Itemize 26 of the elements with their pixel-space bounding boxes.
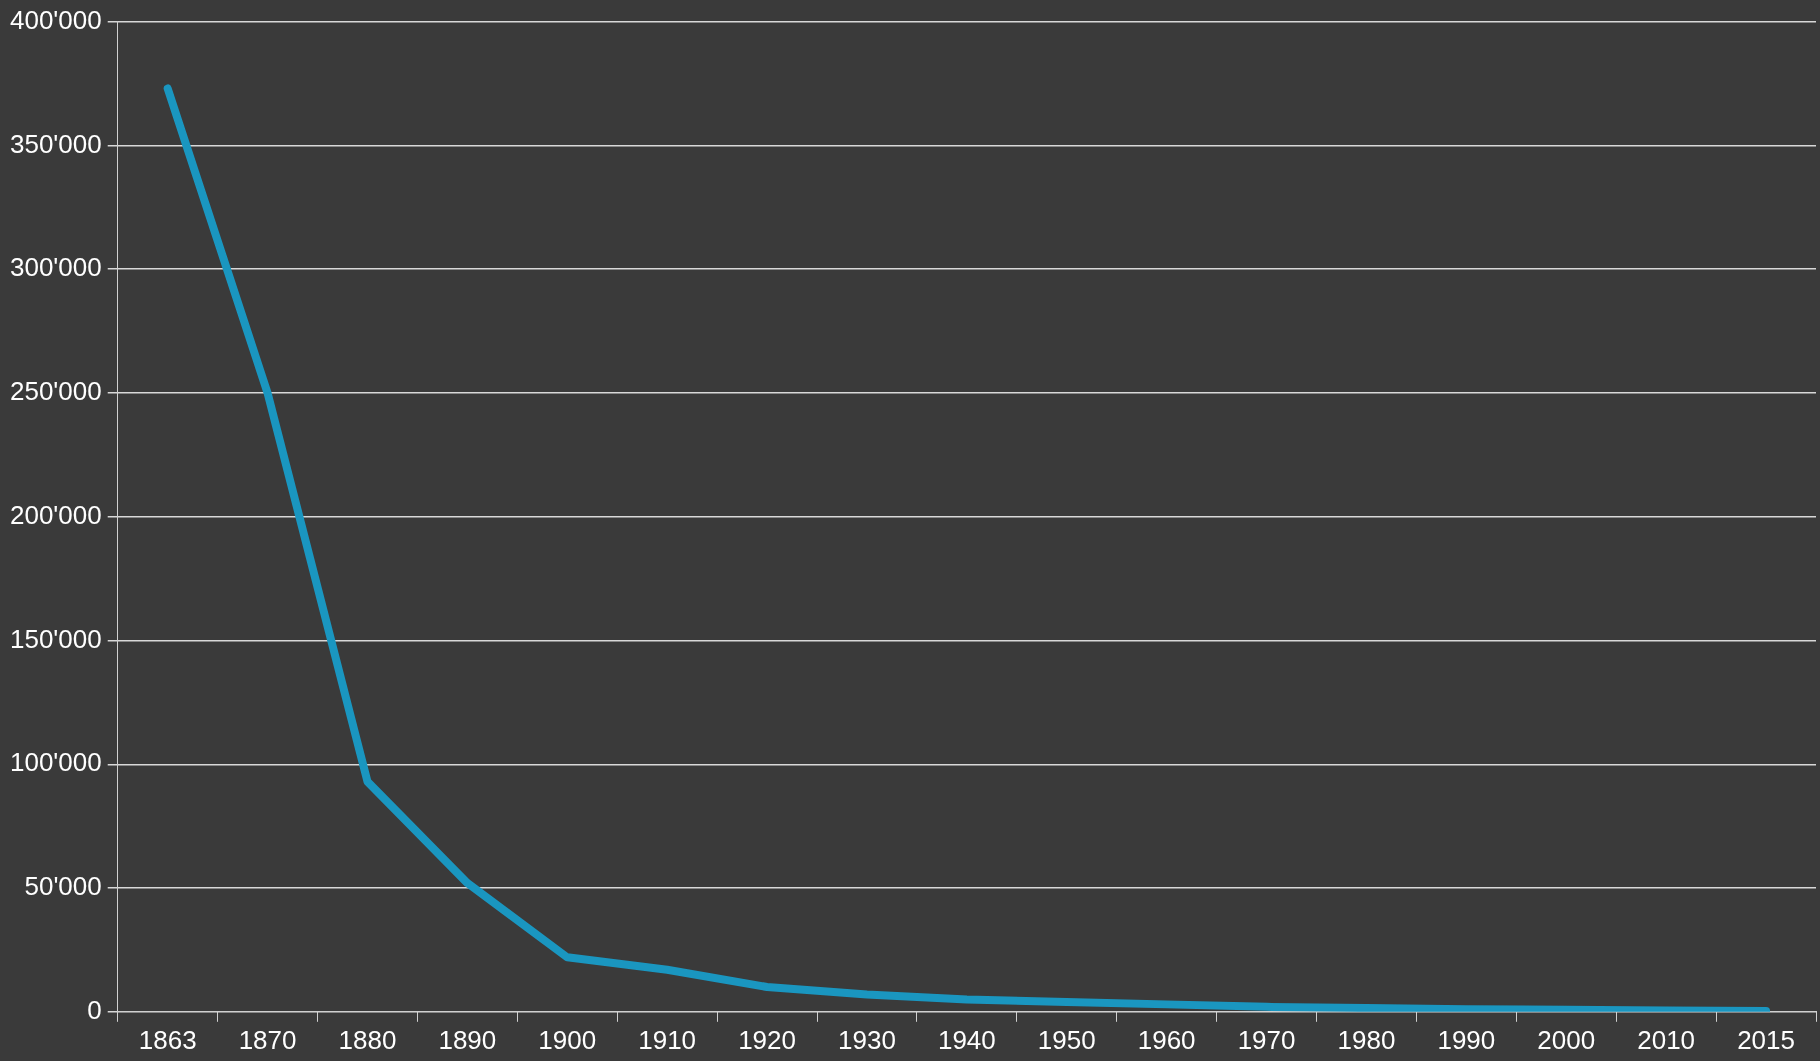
- x-tick-label: 2000: [1537, 1024, 1596, 1055]
- x-tick-label: 1890: [438, 1024, 497, 1055]
- x-tick-label: 1960: [1137, 1024, 1196, 1055]
- y-tick-label: 100'000: [9, 747, 102, 778]
- x-tick-label: 1910: [638, 1024, 697, 1055]
- x-tick-label: 1940: [937, 1024, 996, 1055]
- y-tick-label: 150'000: [9, 623, 102, 654]
- y-tick-label: 200'000: [9, 499, 102, 530]
- x-tick-label: 1970: [1237, 1024, 1296, 1055]
- x-tick-label: 1880: [338, 1024, 397, 1055]
- x-tick-label: 1900: [538, 1024, 597, 1055]
- y-tick-label: 50'000: [24, 871, 102, 902]
- y-tick-label: 300'000: [9, 252, 102, 283]
- y-tick-label: 0: [87, 994, 102, 1025]
- x-tick-label: 1863: [138, 1024, 197, 1055]
- x-tick-label: 2010: [1637, 1024, 1696, 1055]
- x-tick-label: 1980: [1337, 1024, 1396, 1055]
- x-tick-label: 1990: [1437, 1024, 1496, 1055]
- x-tick-label: 1930: [838, 1024, 896, 1055]
- x-tick-label: 1870: [238, 1024, 297, 1055]
- y-tick-label: 250'000: [9, 376, 102, 407]
- y-tick-label: 350'000: [9, 128, 102, 159]
- x-tick-label: 1950: [1037, 1024, 1096, 1055]
- y-tick-label: 400'000: [9, 4, 102, 35]
- x-tick-label: 1920: [738, 1024, 796, 1055]
- x-tick-label: 2015: [1737, 1024, 1795, 1055]
